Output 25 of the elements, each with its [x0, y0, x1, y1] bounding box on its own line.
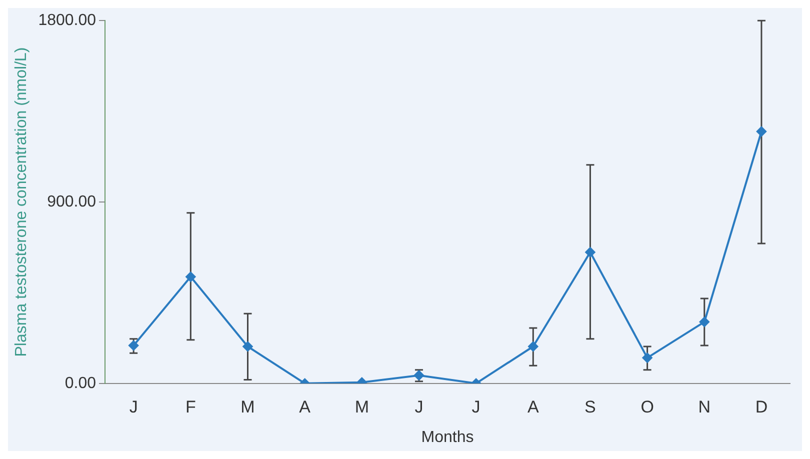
x-tick-label: N	[698, 397, 711, 416]
x-tick-label: D	[755, 397, 768, 416]
point	[242, 342, 253, 352]
x-tick-label: A	[299, 397, 312, 416]
point	[585, 247, 596, 258]
point	[756, 126, 766, 136]
x-tick-label: O	[640, 397, 654, 416]
x-tick-label: J	[414, 397, 424, 416]
x-tick-label: A	[527, 397, 540, 416]
x-axis-title: Months	[421, 428, 474, 446]
y-tick-label: 900.00	[47, 193, 96, 210]
point	[642, 352, 652, 363]
y-tick-label: 0.00	[64, 374, 96, 392]
x-tick-label: J	[472, 397, 480, 416]
x-tick-label: M	[240, 397, 255, 416]
point	[186, 272, 196, 282]
point	[528, 342, 538, 352]
x-tick-label: J	[129, 397, 138, 416]
x-tick-label: F	[185, 397, 196, 416]
x-tick-label: S	[584, 397, 596, 416]
point	[699, 316, 710, 327]
y-tick-label: 1800.00	[38, 12, 96, 30]
x-tick-label: M	[354, 397, 369, 416]
point	[128, 340, 139, 351]
y-axis-title: Plasma testosterone concentration (nmol/L)	[13, 47, 30, 357]
